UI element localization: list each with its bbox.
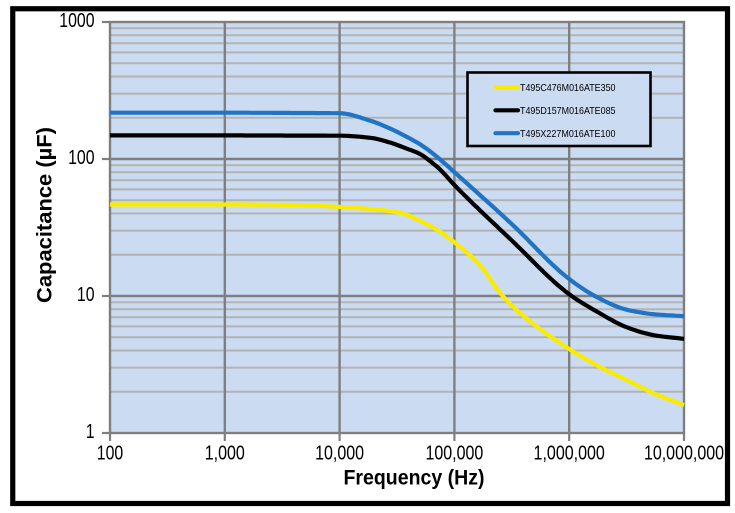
svg-text:T495X227M016ATE100: T495X227M016ATE100: [520, 128, 616, 140]
svg-text:Frequency (Hz): Frequency (Hz): [344, 467, 485, 490]
svg-text:1,000,000: 1,000,000: [534, 443, 605, 465]
svg-text:100: 100: [68, 147, 94, 169]
svg-text:100,000: 100,000: [426, 443, 484, 465]
svg-text:100: 100: [97, 443, 123, 465]
svg-text:Capacitance (µF): Capacitance (µF): [34, 127, 57, 303]
svg-text:T495D157M016ATE085: T495D157M016ATE085: [520, 105, 616, 117]
svg-text:10,000: 10,000: [315, 443, 364, 465]
svg-text:10: 10: [77, 284, 95, 306]
svg-text:10,000,000: 10,000,000: [644, 443, 724, 465]
svg-text:1000: 1000: [59, 10, 94, 32]
svg-text:T495C476M016ATE350: T495C476M016ATE350: [520, 82, 616, 94]
svg-text:1: 1: [86, 421, 95, 443]
svg-text:1,000: 1,000: [205, 443, 245, 465]
